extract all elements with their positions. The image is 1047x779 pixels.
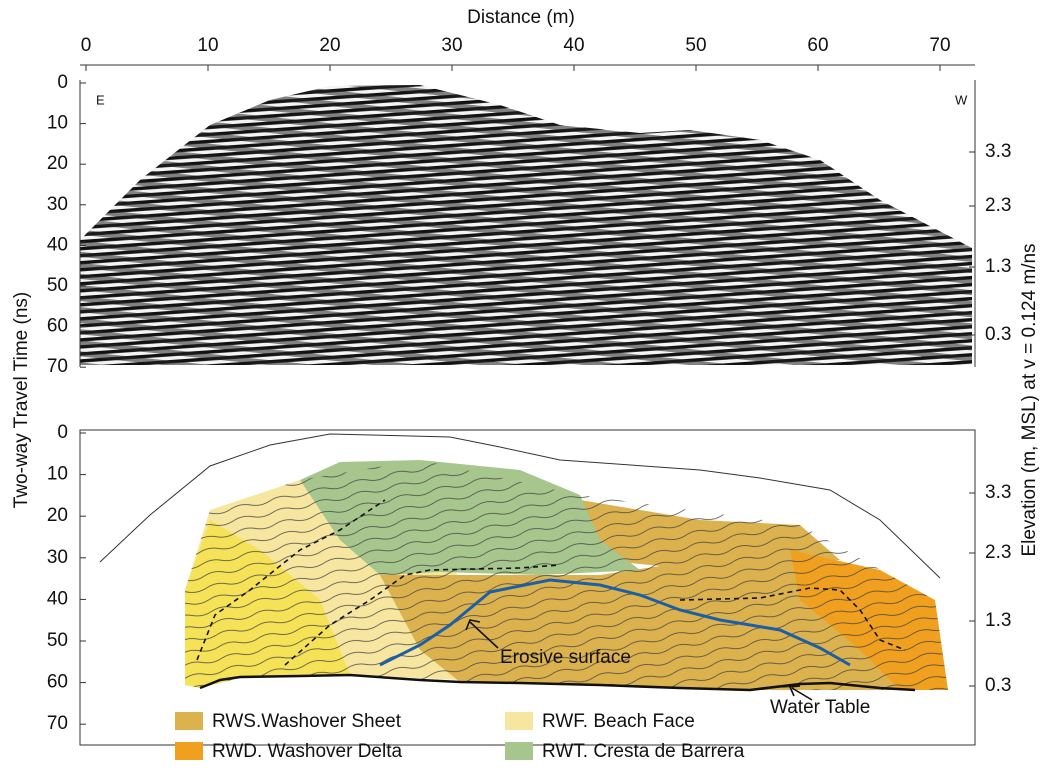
y-tick-label: 40 [47, 234, 68, 255]
radargram [80, 85, 972, 365]
y-tick-label: 70 [47, 356, 68, 377]
legend-label: RWD. Washover Delta [212, 741, 402, 762]
annotation: Erosive surface [500, 647, 631, 668]
east-label: E [96, 92, 105, 107]
y-tick-label: 10 [47, 464, 68, 485]
y-tick-label: 60 [47, 672, 68, 693]
y-tick-label: 70 [47, 713, 68, 734]
y-tick-label: 50 [47, 275, 68, 296]
x-tick-label: 10 [197, 35, 218, 56]
legend-swatch [505, 742, 533, 760]
y-tick-label: 30 [47, 547, 68, 568]
y2-tick-label: 0.3 [985, 675, 1011, 696]
y-tick-label: 10 [47, 113, 68, 134]
x-tick-label: 30 [441, 35, 462, 56]
y2-tick-label: 0.3 [985, 324, 1011, 345]
x-tick-label: 50 [685, 35, 706, 56]
legend-label: RWT. Cresta de Barrera [542, 741, 745, 762]
y2-tick-label: 1.3 [985, 610, 1011, 631]
right-title: Elevation (m, MSL) at v = 0.124 m/ns [1019, 243, 1040, 556]
legend-label: RWS.Washover Sheet [212, 711, 402, 732]
x-tick-label: 0 [81, 35, 92, 56]
annotation: Water Table [770, 697, 870, 718]
x-tick-label: 40 [563, 35, 584, 56]
y-tick-label: 60 [47, 316, 68, 337]
legend-label: RWF. Beach Face [542, 711, 695, 732]
west-label: W [955, 92, 968, 107]
top-title: Distance (m) [467, 7, 575, 28]
y-tick-label: 50 [47, 630, 68, 651]
legend-swatch [505, 712, 533, 730]
legend-swatch [175, 742, 203, 760]
y-tick-label: 30 [47, 194, 68, 215]
y2-tick-label: 3.3 [985, 141, 1011, 162]
y-tick-label: 0 [57, 422, 68, 443]
x-tick-label: 60 [807, 35, 828, 56]
legend-swatch [175, 712, 203, 730]
y2-tick-label: 2.3 [985, 542, 1011, 563]
y-tick-label: 20 [47, 153, 68, 174]
left-title: Two-way Travel Time (ns) [11, 292, 32, 508]
y2-tick-label: 1.3 [985, 256, 1011, 277]
y-tick-label: 0 [57, 72, 68, 93]
y2-tick-label: 3.3 [985, 482, 1011, 503]
y2-tick-label: 2.3 [985, 195, 1011, 216]
x-tick-label: 20 [319, 35, 340, 56]
x-tick-label: 70 [929, 35, 950, 56]
y-tick-label: 40 [47, 588, 68, 609]
y-tick-label: 20 [47, 505, 68, 526]
interpretation [79, 429, 976, 746]
